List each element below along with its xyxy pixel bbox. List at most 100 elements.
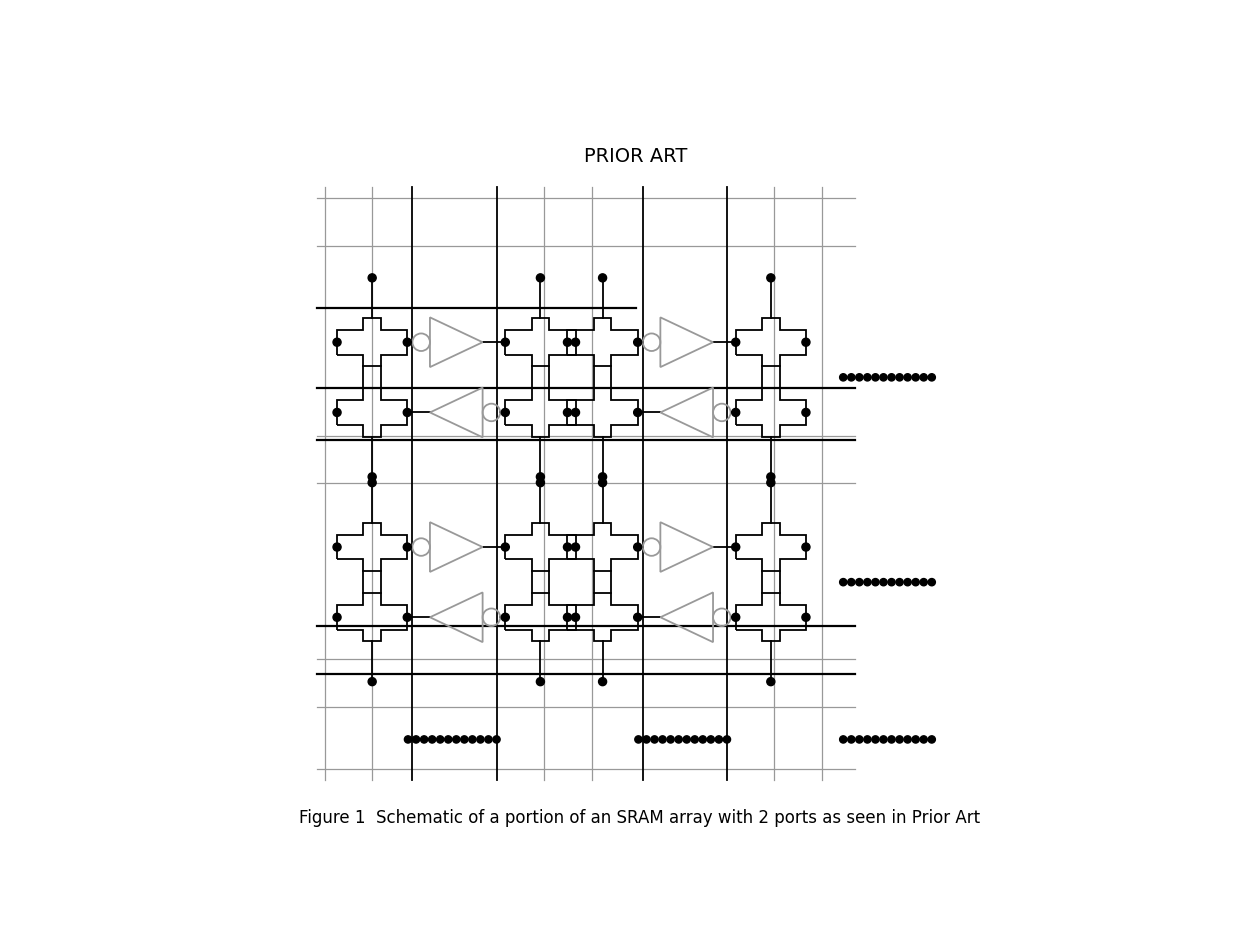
Circle shape	[334, 614, 341, 621]
Circle shape	[501, 408, 510, 416]
Circle shape	[563, 543, 572, 551]
Circle shape	[880, 736, 887, 743]
Circle shape	[848, 373, 854, 381]
Circle shape	[913, 736, 919, 743]
Circle shape	[453, 736, 460, 743]
Circle shape	[864, 373, 870, 381]
Circle shape	[880, 373, 887, 381]
Circle shape	[599, 677, 606, 686]
Circle shape	[897, 373, 903, 381]
Circle shape	[920, 736, 928, 743]
Circle shape	[766, 274, 775, 282]
Circle shape	[880, 579, 887, 586]
Circle shape	[537, 274, 544, 282]
Circle shape	[368, 479, 376, 486]
Circle shape	[848, 579, 854, 586]
Circle shape	[839, 579, 847, 586]
Circle shape	[920, 579, 928, 586]
Circle shape	[599, 274, 606, 282]
Circle shape	[563, 614, 572, 621]
Circle shape	[334, 408, 341, 416]
Circle shape	[766, 473, 775, 481]
Circle shape	[403, 408, 412, 416]
Circle shape	[766, 479, 775, 486]
Circle shape	[888, 736, 895, 743]
Circle shape	[802, 543, 810, 551]
Circle shape	[766, 677, 775, 686]
Circle shape	[572, 338, 579, 346]
Circle shape	[699, 736, 707, 743]
Circle shape	[928, 373, 935, 381]
Circle shape	[429, 736, 435, 743]
Circle shape	[723, 736, 730, 743]
Circle shape	[658, 736, 666, 743]
Circle shape	[436, 736, 444, 743]
Circle shape	[334, 338, 341, 346]
Circle shape	[634, 614, 642, 621]
Circle shape	[856, 373, 863, 381]
Circle shape	[839, 736, 847, 743]
Circle shape	[477, 736, 484, 743]
Circle shape	[904, 579, 911, 586]
Circle shape	[707, 736, 714, 743]
Circle shape	[897, 579, 903, 586]
Circle shape	[461, 736, 467, 743]
Circle shape	[501, 543, 510, 551]
Circle shape	[928, 736, 935, 743]
Circle shape	[492, 736, 500, 743]
Circle shape	[334, 543, 341, 551]
Circle shape	[572, 408, 579, 416]
Circle shape	[445, 736, 451, 743]
Circle shape	[563, 408, 572, 416]
Circle shape	[403, 338, 412, 346]
Circle shape	[872, 373, 879, 381]
Circle shape	[651, 736, 658, 743]
Circle shape	[634, 543, 642, 551]
Circle shape	[732, 408, 740, 416]
Circle shape	[856, 736, 863, 743]
Circle shape	[683, 736, 691, 743]
Circle shape	[403, 543, 412, 551]
Circle shape	[691, 736, 698, 743]
Circle shape	[469, 736, 476, 743]
Circle shape	[802, 338, 810, 346]
Circle shape	[368, 473, 376, 481]
Circle shape	[572, 543, 579, 551]
Circle shape	[913, 579, 919, 586]
Circle shape	[368, 677, 376, 686]
Circle shape	[802, 408, 810, 416]
Circle shape	[872, 736, 879, 743]
Circle shape	[403, 614, 412, 621]
Circle shape	[732, 543, 740, 551]
Circle shape	[675, 736, 682, 743]
Circle shape	[501, 614, 510, 621]
Circle shape	[872, 579, 879, 586]
Circle shape	[715, 736, 723, 743]
Circle shape	[888, 579, 895, 586]
Circle shape	[563, 338, 572, 346]
Circle shape	[599, 479, 606, 486]
Circle shape	[913, 373, 919, 381]
Circle shape	[634, 338, 642, 346]
Circle shape	[848, 736, 854, 743]
Circle shape	[732, 614, 740, 621]
Circle shape	[537, 479, 544, 486]
Circle shape	[634, 408, 642, 416]
Circle shape	[485, 736, 492, 743]
Circle shape	[572, 614, 579, 621]
Text: Figure 1  Schematic of a portion of an SRAM array with 2 ports as seen in Prior : Figure 1 Schematic of a portion of an SR…	[299, 809, 980, 827]
Circle shape	[537, 473, 544, 481]
Circle shape	[856, 579, 863, 586]
Circle shape	[802, 614, 810, 621]
Circle shape	[920, 373, 928, 381]
Circle shape	[928, 579, 935, 586]
Circle shape	[635, 736, 642, 743]
Circle shape	[888, 373, 895, 381]
Circle shape	[904, 373, 911, 381]
Circle shape	[864, 579, 870, 586]
Circle shape	[599, 473, 606, 481]
Circle shape	[667, 736, 675, 743]
Circle shape	[404, 736, 412, 743]
Circle shape	[420, 736, 428, 743]
Circle shape	[368, 274, 376, 282]
